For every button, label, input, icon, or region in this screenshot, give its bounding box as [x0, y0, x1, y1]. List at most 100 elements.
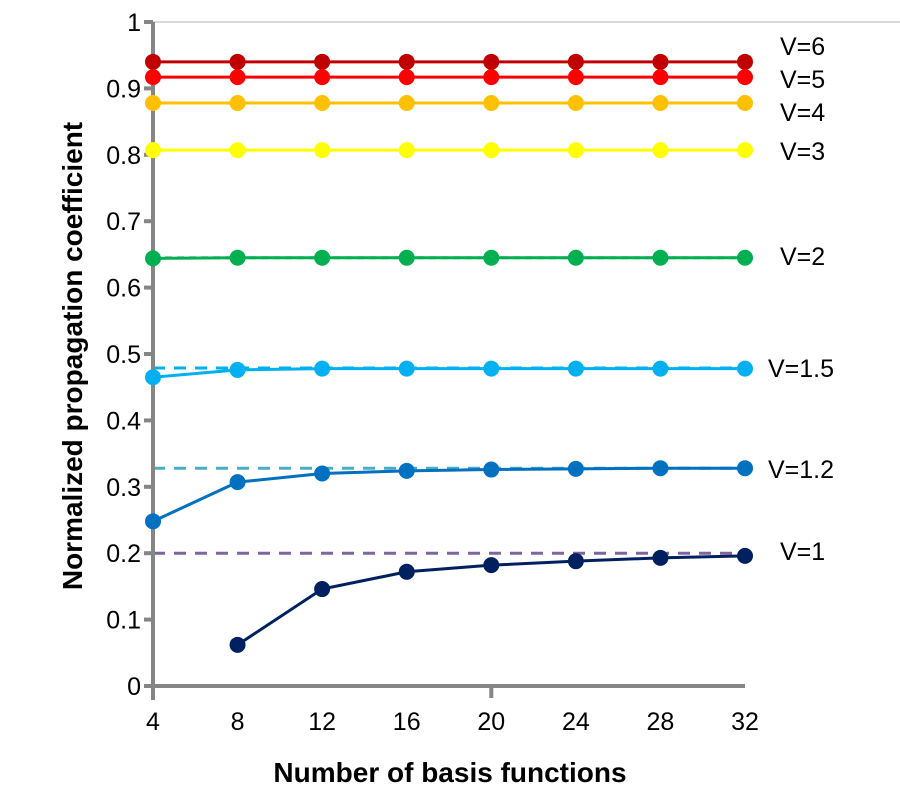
- data-point: [737, 249, 753, 266]
- x-tick-label: 4: [146, 708, 160, 736]
- data-point: [314, 95, 331, 112]
- data-point: [398, 249, 415, 266]
- series-v-3: [145, 142, 753, 159]
- data-point: [737, 53, 753, 70]
- y-axis-title: Normalized propagation coefficient: [57, 122, 88, 590]
- data-point: [483, 461, 500, 478]
- data-point: [737, 360, 753, 377]
- data-point: [229, 474, 246, 491]
- data-point: [398, 69, 415, 86]
- series-v-1-2: [145, 460, 753, 530]
- x-tick-label: 8: [231, 708, 245, 736]
- y-tick-label: 0: [127, 673, 141, 701]
- x-axis-title: Number of basis functions: [273, 757, 626, 788]
- data-point: [483, 557, 500, 574]
- data-point: [229, 636, 246, 653]
- data-point: [483, 69, 500, 86]
- data-point: [483, 360, 500, 377]
- axes: 0 0.1 0.2 0.3 0.4 0.5 0.6 0.7 0.8 0.9 1 4 8 12 16 20 24 2…: [106, 9, 759, 736]
- series-label: V=3: [780, 138, 825, 166]
- data-point: [145, 142, 161, 159]
- data-point: [737, 142, 753, 159]
- y-tick-label: 0.6: [106, 275, 141, 303]
- data-point: [229, 361, 246, 378]
- data-point: [314, 249, 331, 266]
- data-point: [567, 53, 584, 70]
- series-line: [152, 466, 745, 523]
- series-label: V=5: [780, 66, 825, 94]
- y-tick-label: 0.3: [106, 474, 141, 502]
- data-point: [652, 549, 669, 566]
- series-label: V=4: [780, 99, 825, 127]
- data-point: [483, 142, 500, 159]
- data-point: [737, 547, 753, 564]
- data-point: [314, 465, 331, 482]
- series-v-1: [229, 547, 753, 653]
- y-tick-label: 0.9: [106, 75, 141, 103]
- series-label: V=1.2: [768, 456, 834, 484]
- data-point: [398, 563, 415, 580]
- series-labels: V=6 V=5 V=4 V=3 V=2 V=1.5 V=1.2 V=1: [768, 33, 834, 566]
- data-point: [314, 360, 331, 377]
- y-tick-label: 1: [127, 9, 141, 37]
- data-point: [652, 360, 669, 377]
- y-tick-label: 0.4: [106, 407, 141, 435]
- data-point: [314, 142, 331, 159]
- data-point: [398, 53, 415, 70]
- x-tick-label: 28: [647, 708, 675, 736]
- x-tick-label: 24: [562, 708, 590, 736]
- data-point: [483, 53, 500, 70]
- data-point: [229, 142, 246, 159]
- data-point: [737, 460, 753, 477]
- series-label: V=1.5: [768, 355, 834, 383]
- data-point: [145, 95, 161, 112]
- y-tick-label: 0.8: [106, 142, 141, 170]
- data-point: [229, 69, 246, 86]
- series-v-2: [145, 249, 753, 267]
- data-point: [567, 142, 584, 159]
- y-tick-label: 0.1: [106, 607, 141, 635]
- data-point: [398, 462, 415, 479]
- y-tick-label: 0.2: [106, 540, 141, 568]
- data-point: [398, 360, 415, 377]
- series-label: V=1: [780, 538, 825, 566]
- data-point: [567, 360, 584, 377]
- data-point: [398, 95, 415, 112]
- x-tick-label: 32: [731, 708, 759, 736]
- series-v-4: [145, 95, 753, 112]
- series-label: V=6: [780, 33, 825, 61]
- x-tick-label: 16: [393, 708, 421, 736]
- data-point: [567, 249, 584, 266]
- series-v-1-5: [145, 360, 753, 386]
- data-point: [567, 460, 584, 477]
- data-point: [145, 69, 161, 86]
- data-point: [314, 69, 331, 86]
- data-point: [145, 369, 161, 386]
- data-point: [229, 95, 246, 112]
- series-line: [152, 367, 745, 379]
- data-point: [398, 142, 415, 159]
- data-point: [229, 53, 246, 70]
- data-point: [145, 53, 161, 70]
- data-point: [652, 460, 669, 477]
- x-tick-label: 20: [477, 708, 505, 736]
- data-point: [737, 69, 753, 86]
- data-point: [652, 95, 669, 112]
- series-label: V=2: [780, 243, 825, 271]
- data-point: [567, 95, 584, 112]
- data-point: [567, 553, 584, 570]
- data-point: [314, 581, 331, 598]
- data-point: [737, 95, 753, 112]
- data-point: [145, 250, 161, 267]
- data-point: [567, 69, 584, 86]
- series-v-6: [145, 53, 753, 70]
- data-point: [652, 53, 669, 70]
- data-point: [652, 69, 669, 86]
- reference-lines: [153, 256, 745, 555]
- y-tick-label: 0.7: [106, 208, 141, 236]
- data-point: [314, 53, 331, 70]
- data-point: [652, 249, 669, 266]
- data-point: [483, 95, 500, 112]
- series-layer: [145, 53, 753, 653]
